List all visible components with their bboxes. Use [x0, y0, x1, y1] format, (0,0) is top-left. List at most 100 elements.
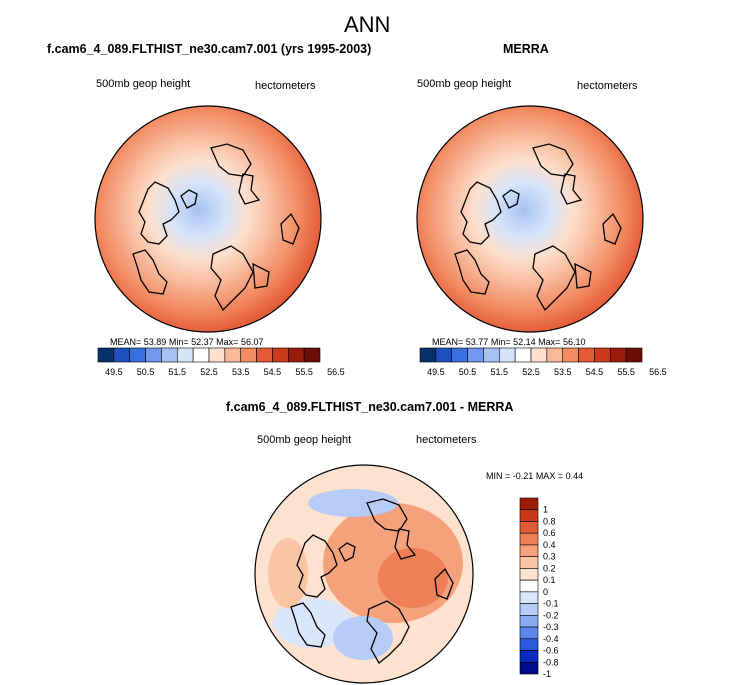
panel3-colorbar-swatch [519, 568, 539, 581]
panel3-colorbar-swatch [519, 509, 539, 522]
panel2-colorbar-tick-label: 49.5 [427, 367, 445, 377]
panel2-colorbar-swatch [530, 347, 548, 363]
panel3-colorbar-tick-label: -0.6 [543, 646, 559, 656]
panel1-colorbar-swatch [192, 347, 210, 363]
panel3-colorbar-tick-label: -0.8 [543, 657, 559, 667]
panel2-colorbar-tick-label: 51.5 [491, 367, 509, 377]
panel2-min-label: Min= [490, 337, 511, 347]
panel2-colorbar-tick-label: 56.5 [649, 367, 667, 377]
panel3-colorbar-swatch [519, 615, 539, 628]
panel2-left-label: 500mb geop height [417, 78, 512, 90]
panel2-title: MERRA [503, 42, 549, 56]
panel1-mean-label: MEAN= [110, 337, 142, 347]
panel1-colorbar: 49.5 50.5 51.5 52.5 53.5 54.5 55.5 56.5 [97, 347, 345, 377]
panel1-colorbar-swatch [113, 347, 131, 363]
panel2-colorbar-swatch [562, 347, 579, 363]
panel3-colorbar-swatch [519, 603, 539, 616]
panel3-colorbar-tick-label: -0.3 [543, 622, 559, 632]
panel3-colorbar-swatch [519, 556, 539, 569]
panel3-colorbar-tick-label: -0.4 [543, 634, 559, 644]
panel2-mean: 53.77 [465, 337, 489, 347]
panel3-colorbar: 10.8 0.6 0.4 0.30.2 0.1 0 -0.1-0.2 -0.3 -0.4 -0.6… [519, 497, 559, 679]
panel3-max-label: MAX = [535, 471, 564, 481]
panel1-colorbar-swatch [272, 347, 289, 363]
panel2-polar-map [416, 105, 644, 333]
panel2-colorbar-tick-label: 54.5 [586, 367, 604, 377]
panel1-colorbar-swatch [161, 347, 178, 363]
panel2-colorbar-swatch [498, 347, 516, 363]
panel3-negative-region-top [308, 489, 398, 517]
panel2-mean-label: MEAN= [432, 337, 464, 347]
panel2-colorbar-tick-label: 52.5 [522, 367, 540, 377]
panel3-min-label: MIN = [486, 471, 511, 481]
panel1-colorbar-swatch [176, 347, 194, 363]
panel3-colorbar-tick-label: 0.3 [543, 552, 556, 562]
panel1-colorbar-swatch [97, 347, 115, 363]
panel1-map-border [94, 105, 322, 333]
panel1-colorbar-tick-label: 52.5 [200, 367, 218, 377]
panel3-min: -0.21 [512, 471, 534, 481]
panel1-field [95, 106, 321, 332]
panel3-colorbar-tick-label: -0.1 [543, 599, 559, 609]
panel3-colorbar-tick-label: 0.6 [543, 528, 556, 538]
panel2-colorbar-swatch [419, 347, 437, 363]
panel3-positive-region-left [268, 538, 308, 608]
panel1-colorbar-tick-label: 55.5 [295, 367, 313, 377]
panel1-colorbar-swatch [224, 347, 242, 363]
panel3-colorbar-tick-label: 0.2 [543, 563, 556, 573]
panel2-colorbar-swatch [467, 347, 484, 363]
panel2-stats: MEAN= 53.77 Min= 52.14 Max= 56.10 [432, 337, 585, 347]
panel3-colorbar-swatch [519, 661, 539, 675]
panel1-colorbar-tick-label: 51.5 [169, 367, 187, 377]
panel3-negative-region-left [273, 598, 353, 648]
panel1-colorbar-tick-label: 56.5 [327, 367, 345, 377]
panel1-mean: 53.89 [143, 337, 167, 347]
panel3-colorbar-swatch [519, 521, 539, 534]
panel3-colorbar-tick-label: 0 [543, 587, 548, 597]
panel1-colorbar-tick-label: 54.5 [264, 367, 282, 377]
panel1-left-label: 500mb geop height [96, 78, 191, 90]
panel2-max: 56.10 [562, 337, 586, 347]
panel3-colorbar-swatch [519, 544, 539, 557]
panel2-colorbar-swatch [546, 347, 564, 363]
panel3-colorbar-swatch [519, 638, 539, 651]
panel1-max: 56.07 [240, 337, 264, 347]
panel3-max: 0.44 [565, 471, 584, 481]
panel3-colorbar-tick-label: -0.2 [543, 610, 559, 620]
panel1-min: 52.37 [191, 337, 214, 347]
panel1-max-label: Max= [216, 337, 239, 347]
panel2-field [417, 106, 643, 332]
panel1-colorbar-swatch [256, 347, 273, 363]
panel1-colorbar-swatch [129, 347, 146, 363]
panel3-colorbar-swatch [519, 591, 539, 604]
panel3-colorbar-tick-label: 0.4 [543, 540, 556, 550]
panel2-colorbar-swatch [514, 347, 532, 363]
panel1-colorbar-tick-label: 50.5 [137, 367, 155, 377]
panel2-colorbar-swatch [625, 347, 643, 363]
panel2-max-label: Max= [538, 337, 561, 347]
panel1-colorbar-swatch [240, 347, 257, 363]
panel2-colorbar-tick-label: 50.5 [459, 367, 477, 377]
panel1-coastlines [132, 143, 300, 312]
panel3-colorbar-tick-label: 0.1 [543, 575, 556, 585]
panel3-colorbar-swatch [519, 626, 539, 640]
panel3-title: f.cam6_4_089.FLTHIST_ne30.cam7.001 - MER… [226, 400, 514, 414]
panel2-colorbar-tick-label: 55.5 [617, 367, 635, 377]
panel1-colorbar-tick-label: 49.5 [105, 367, 123, 377]
panel2-colorbar-swatch [578, 347, 595, 363]
panel1-colorbar-swatch [208, 347, 226, 363]
panel3-polar-map [254, 464, 474, 684]
panel2-coastlines [454, 143, 622, 312]
panel3-colorbar-swatch [519, 650, 539, 663]
panel3-coastlines [290, 498, 454, 664]
panel2-colorbar-swatch [435, 347, 453, 363]
panel2-colorbar-swatch [609, 347, 627, 363]
panel1-stats: MEAN= 53.89 Min= 52.37 Max= 56.07 [110, 337, 263, 347]
panel1-right-label: hectometers [255, 80, 316, 92]
panel2-colorbar-swatch [451, 347, 468, 363]
figure-title: ANN [344, 12, 391, 37]
panel3-colorbar-swatch [519, 497, 539, 511]
panel3-peak-region [378, 548, 448, 608]
panel1-polar-map [94, 105, 322, 333]
panel3-colorbar-tick-label: 1 [543, 505, 548, 515]
